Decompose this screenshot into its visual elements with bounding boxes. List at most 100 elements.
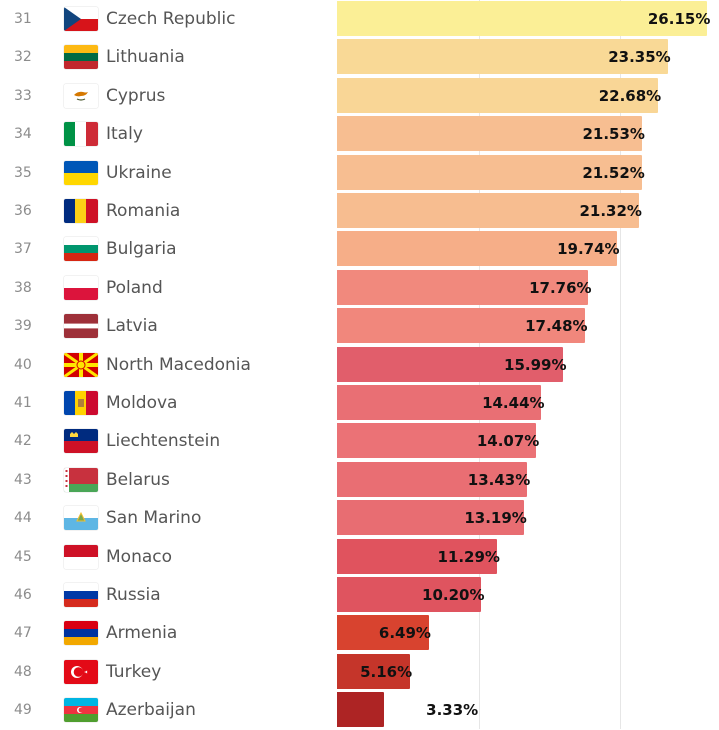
rank-label: 47 (14, 625, 32, 642)
rank-label: 43 (14, 471, 32, 488)
bar (337, 193, 639, 228)
rank-label: 37 (14, 241, 32, 258)
value-label: 14.07% (476, 432, 540, 451)
bar (337, 77, 659, 113)
chart-row: 46 Russia 10.20% (0, 576, 719, 614)
rank-label: 46 (14, 587, 32, 603)
bar (337, 116, 642, 152)
value-label: 11.29% (437, 547, 500, 566)
category-label: Armenia (106, 623, 178, 644)
rank-label: 31 (14, 11, 32, 27)
value-label: 21.53% (582, 125, 645, 144)
chart-row: 37 Bulgaria 19.74% (0, 230, 719, 268)
value-label: 3.33% (426, 701, 479, 720)
value-label: 13.43% (467, 470, 531, 489)
bar (337, 269, 589, 305)
rank-label: 36 (14, 203, 32, 219)
category-label: North Macedonia (106, 354, 251, 375)
rank-label: 38 (14, 279, 32, 296)
value-label: 19.74% (557, 240, 620, 259)
rank-label: 40 (14, 356, 32, 373)
gridline (620, 0, 621, 729)
category-label: Ukraine (106, 162, 172, 183)
monaco-flag-icon (64, 544, 98, 569)
rank-label: 35 (14, 164, 32, 181)
north-macedonia-flag-icon (64, 352, 98, 377)
category-label: Belarus (106, 469, 170, 490)
rank-label: 34 (14, 126, 32, 143)
turkey-flag-icon (64, 659, 98, 684)
bar (337, 346, 564, 382)
azerbaijan-flag-icon (64, 698, 98, 723)
bar (337, 500, 524, 536)
value-label: 13.19% (464, 509, 527, 528)
category-label: Poland (106, 277, 163, 298)
chart-row: 45 Monaco 11.29% (0, 538, 719, 576)
bar (337, 538, 497, 574)
chart-row: 48 Turkey 5.16% (0, 653, 719, 691)
russia-flag-icon (64, 583, 98, 607)
category-label: Moldova (106, 393, 178, 413)
category-label: San Marino (106, 508, 202, 529)
category-label: Czech Republic (106, 9, 236, 29)
latvia-flag-icon (64, 314, 98, 339)
chart-row: 42 Liechtenstein 14.07% (0, 422, 719, 460)
value-label: 15.99% (504, 355, 567, 374)
chart-row: 40 North Macedonia 15.99% (0, 346, 719, 384)
rank-label: 44 (14, 510, 32, 527)
czech-republic-flag-icon (64, 7, 98, 31)
bar (337, 385, 542, 420)
bar (337, 692, 385, 728)
value-label: 10.20% (422, 586, 485, 604)
bar (337, 615, 429, 651)
chart-row: 49 Azerbaijan 3.33% (0, 691, 719, 729)
cyprus-flag-icon (64, 83, 98, 108)
bar (337, 1, 708, 36)
category-label: Italy (106, 124, 143, 145)
chart-row: 44 San Marino 13.19% (0, 499, 719, 537)
category-label: Lithuania (106, 47, 185, 68)
rank-label: 42 (14, 433, 32, 450)
bar (337, 231, 617, 267)
rank-label: 39 (14, 318, 32, 335)
category-label: Cyprus (106, 85, 166, 106)
bar (337, 577, 482, 612)
chart-row: 32 Lithuania 23.35% (0, 38, 719, 76)
ukraine-flag-icon (64, 160, 98, 185)
chart-row: 36 Romania 21.32% (0, 192, 719, 230)
category-label: Russia (106, 585, 161, 605)
chart-row: 47 Armenia 6.49% (0, 614, 719, 652)
liechtenstein-flag-icon (64, 429, 98, 454)
value-label: 22.68% (598, 86, 662, 105)
value-label: 23.35% (608, 48, 671, 67)
bar (337, 154, 642, 190)
bar (337, 308, 585, 344)
rank-label: 41 (14, 395, 32, 411)
bar (337, 423, 537, 459)
rank-label: 48 (14, 663, 32, 680)
chart-row: 43 Belarus 13.43% (0, 461, 719, 499)
value-label: 17.48% (525, 317, 588, 336)
romania-flag-icon (64, 199, 98, 223)
chart-row: 33 Cyprus 22.68% (0, 77, 719, 115)
value-label: 21.52% (582, 163, 645, 182)
category-label: Azerbaijan (106, 700, 196, 721)
category-label: Latvia (106, 316, 158, 337)
lithuania-flag-icon (64, 45, 98, 70)
value-label: 14.44% (482, 394, 545, 412)
rank-label: 32 (14, 49, 32, 66)
rank-label: 33 (14, 87, 32, 104)
bulgaria-flag-icon (64, 237, 98, 262)
value-label: 17.76% (529, 278, 592, 297)
chart-row: 35 Ukraine 21.52% (0, 154, 719, 192)
poland-flag-icon (64, 275, 98, 300)
category-label: Turkey (106, 661, 162, 682)
category-label: Monaco (106, 546, 173, 567)
value-label: 21.32% (579, 202, 642, 220)
category-label: Bulgaria (106, 239, 177, 260)
armenia-flag-icon (64, 621, 98, 646)
italy-flag-icon (64, 122, 98, 147)
category-label: Liechtenstein (106, 431, 221, 452)
chart-row: 41 Moldova 14.44% (0, 384, 719, 422)
